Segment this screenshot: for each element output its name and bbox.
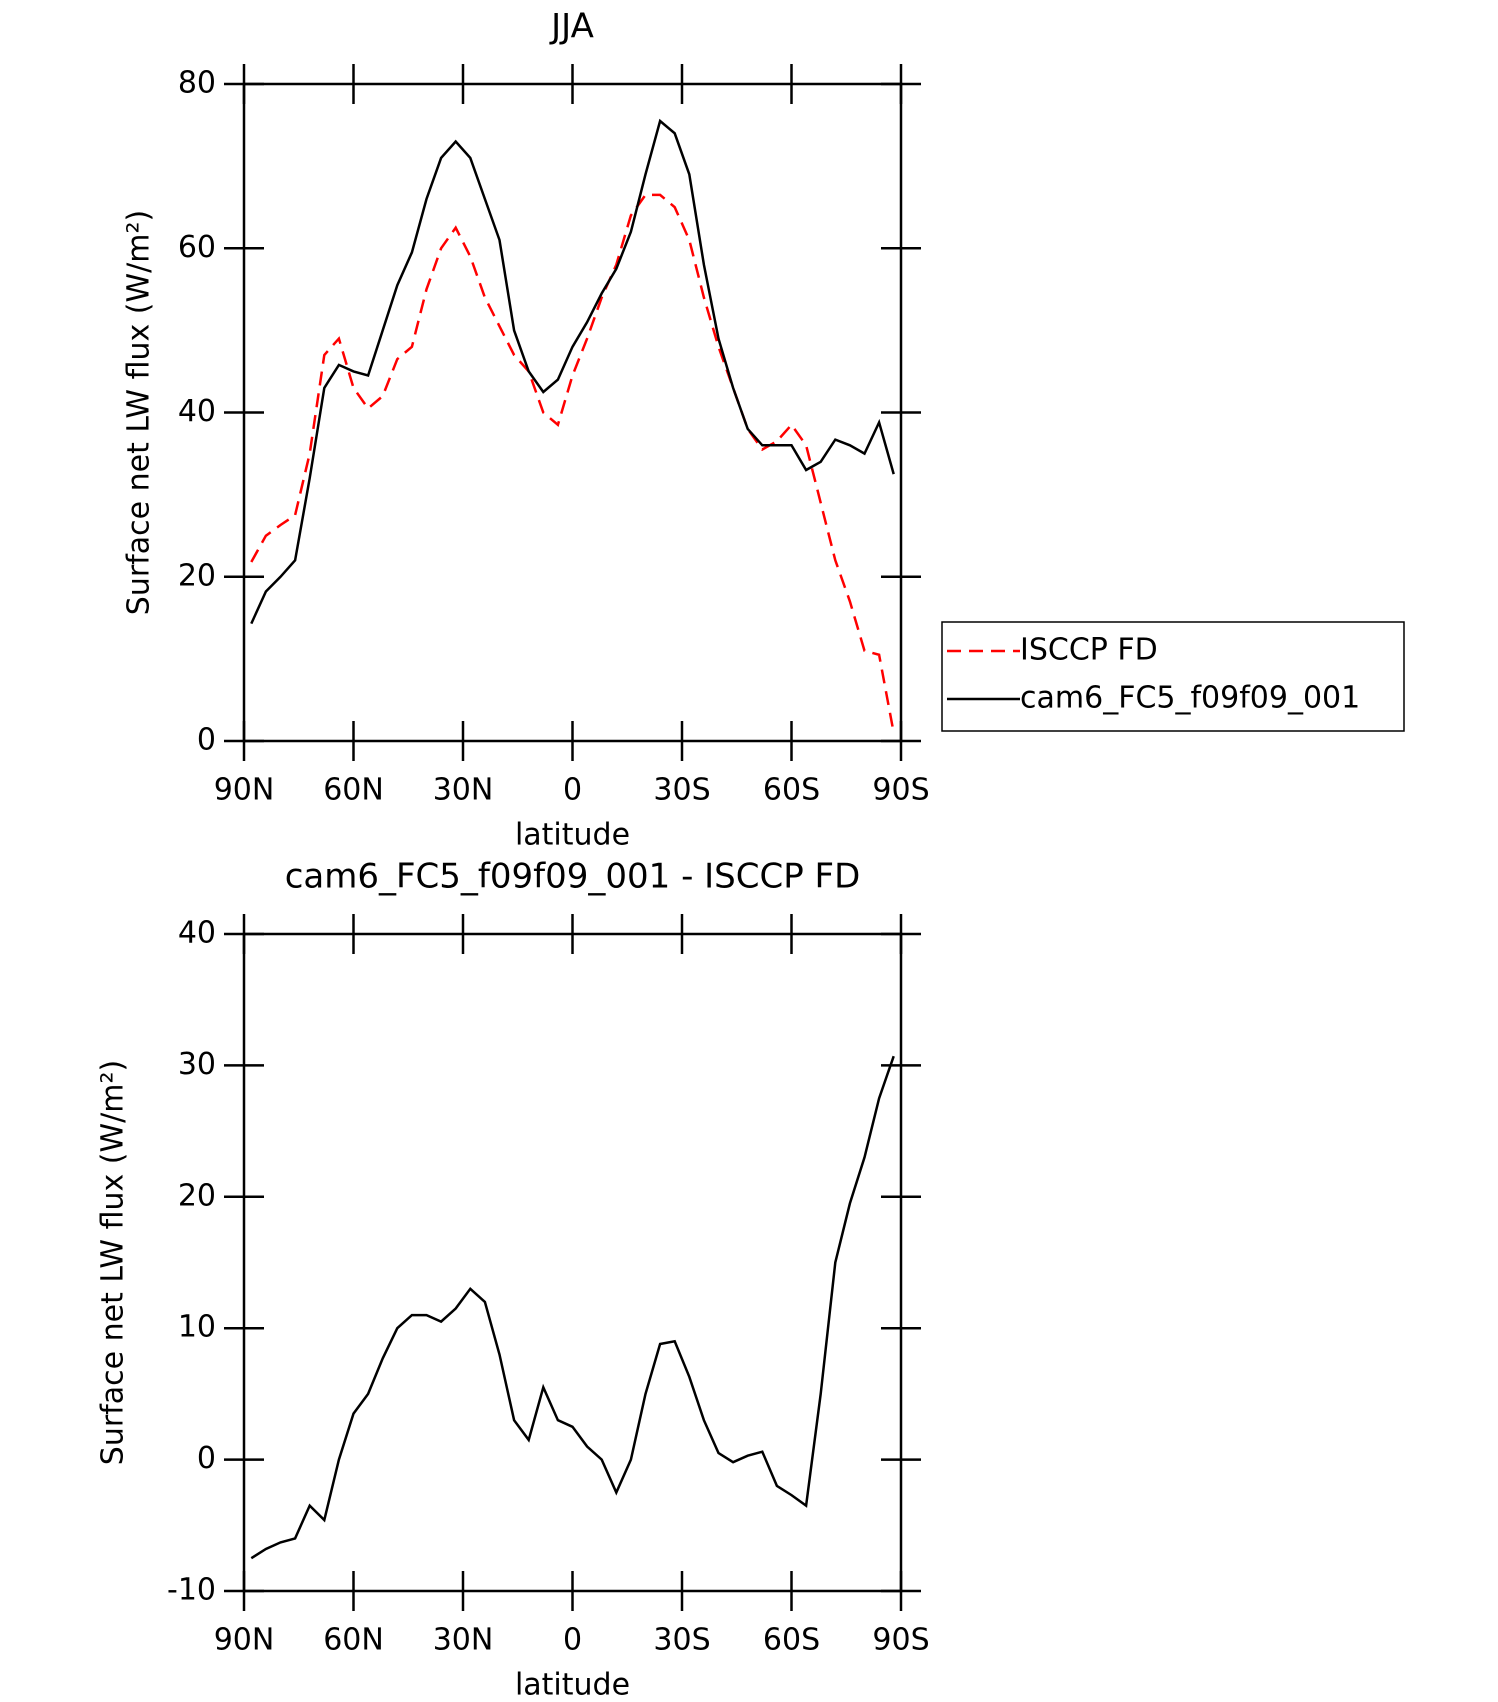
y-tick-label: 20 — [178, 1178, 216, 1213]
data-line — [250, 1055, 895, 1560]
y-tick-label: 60 — [178, 230, 216, 265]
x-axis-label: latitude — [515, 818, 630, 853]
x-tick-label: 90S — [872, 1623, 929, 1658]
y-tick-label: 10 — [178, 1310, 216, 1345]
x-tick-label: 0 — [563, 1623, 582, 1658]
data-line — [250, 118, 895, 625]
y-axis-label: Surface net LW flux (W/m²) — [96, 1060, 131, 1465]
x-tick-label: 60S — [763, 773, 820, 808]
x-tick-label: 90S — [872, 773, 929, 808]
x-tick-label: 30S — [653, 773, 710, 808]
x-tick-label: 60S — [763, 1623, 820, 1658]
y-tick-label: 20 — [178, 558, 216, 593]
legend-label: ISCCP FD — [1020, 633, 1158, 668]
x-tick-label: 0 — [563, 773, 582, 808]
legend-box — [941, 621, 1405, 732]
x-tick-label: 90N — [214, 1623, 275, 1658]
chart-title: cam6_FC5_f09f09_001 - ISCCP FD — [285, 857, 861, 897]
y-tick-label: 40 — [178, 916, 216, 951]
plot-frame — [242, 82, 903, 743]
x-axis-label: latitude — [515, 1668, 630, 1702]
legend-label: cam6_FC5_f09f09_001 — [1020, 681, 1360, 716]
x-tick-label: 30N — [433, 773, 494, 808]
y-axis-label: Surface net LW flux (W/m²) — [122, 210, 157, 615]
x-tick-label: 90N — [214, 773, 275, 808]
y-tick-label: 0 — [197, 1441, 216, 1476]
y-tick-label: 30 — [178, 1047, 216, 1082]
chart-title: JJA — [549, 7, 594, 47]
x-tick-label: 60N — [323, 1623, 384, 1658]
y-tick-label: -10 — [167, 1573, 216, 1608]
plot-frame — [242, 932, 903, 1593]
data-line — [250, 193, 895, 734]
y-tick-label: 0 — [197, 723, 216, 758]
x-tick-label: 60N — [323, 773, 384, 808]
x-tick-label: 30N — [433, 1623, 494, 1658]
y-tick-label: 80 — [178, 66, 216, 101]
y-tick-label: 40 — [178, 394, 216, 429]
x-tick-label: 30S — [653, 1623, 710, 1658]
